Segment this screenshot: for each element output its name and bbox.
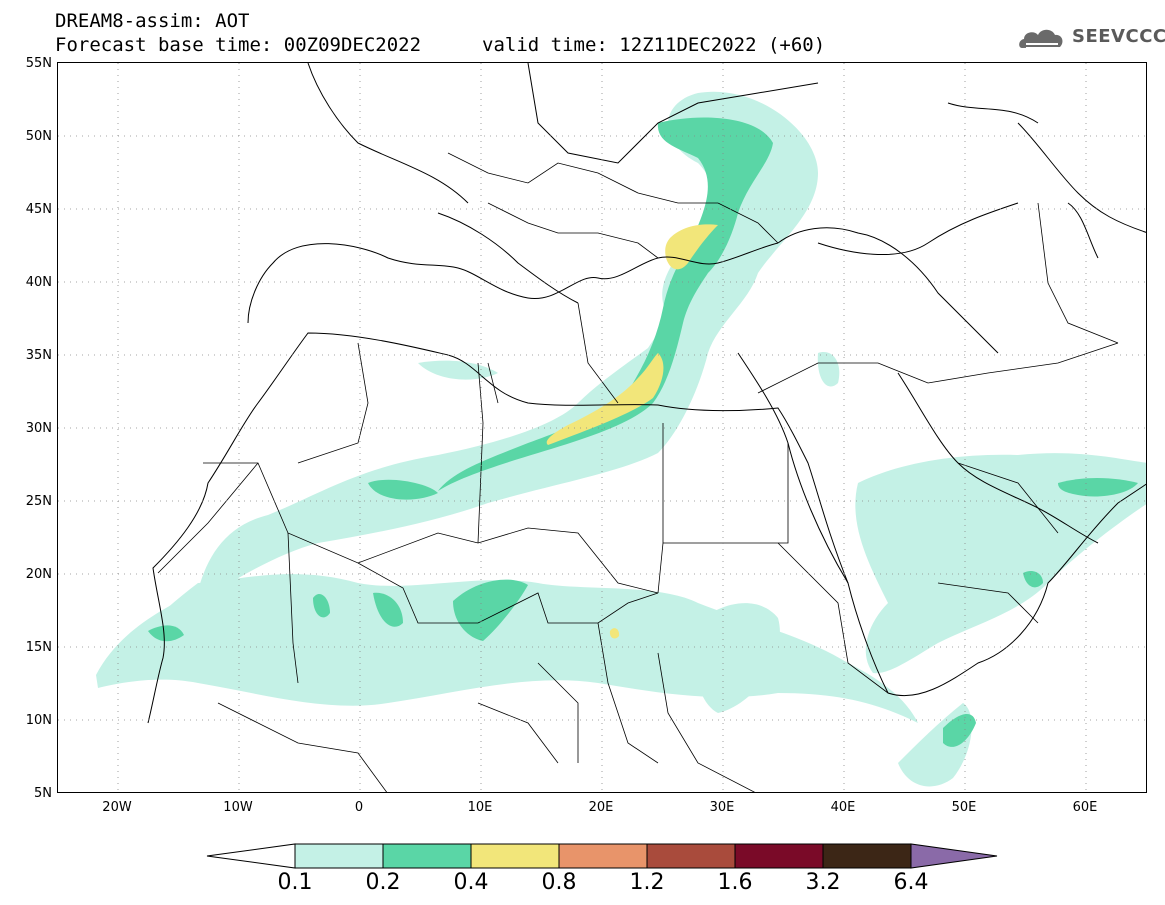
colorbar-label-0.2: 0.2 bbox=[365, 870, 401, 895]
lat-label-55n: 55N bbox=[25, 56, 52, 71]
colorbar-label-0.4: 0.4 bbox=[453, 870, 489, 895]
colorbar-over-arrow bbox=[910, 843, 998, 869]
colorbar-bin-3.2 bbox=[822, 843, 912, 869]
lat-label-40n: 40N bbox=[25, 275, 52, 290]
lon-label-50e: 50E bbox=[951, 800, 977, 815]
lat-label-35n: 35N bbox=[25, 348, 52, 363]
lat-label-45n: 45N bbox=[25, 202, 52, 217]
lat-label-10n: 10N bbox=[25, 713, 52, 728]
map-title: DREAM8-assim: AOT bbox=[55, 10, 250, 32]
aot-band-0.1 bbox=[96, 91, 1146, 787]
colorbar-under-arrow bbox=[206, 843, 296, 869]
colorbar-label-0.1: 0.1 bbox=[277, 870, 313, 895]
colorbar-bin-0.1 bbox=[294, 843, 384, 869]
lat-label-20n: 20N bbox=[25, 567, 52, 582]
colorbar-bin-1.2 bbox=[646, 843, 736, 869]
colorbar-bin-1.6 bbox=[734, 843, 824, 869]
colorbar-label-1.6: 1.6 bbox=[717, 870, 753, 895]
lat-label-5n: 5N bbox=[34, 786, 52, 801]
colorbar-label-6.4: 6.4 bbox=[893, 870, 929, 895]
cloud-logo-icon bbox=[1019, 29, 1063, 49]
colorbar-label-1.2: 1.2 bbox=[629, 870, 665, 895]
lon-label-10w: 10W bbox=[223, 800, 253, 815]
lon-label-10e: 10E bbox=[467, 800, 493, 815]
forecast-base-time: Forecast base time: 00Z09DEC2022 bbox=[55, 34, 422, 56]
lat-label-25n: 25N bbox=[25, 494, 52, 509]
colorbar-bin-0.8 bbox=[558, 843, 648, 869]
colorbar bbox=[206, 843, 998, 869]
lon-label-20w: 20W bbox=[102, 800, 132, 815]
lon-label-30e: 30E bbox=[709, 800, 735, 815]
colorbar-label-3.2: 3.2 bbox=[805, 870, 841, 895]
lat-label-15n: 15N bbox=[25, 640, 52, 655]
colorbar-bin-0.2 bbox=[382, 843, 472, 869]
aot-map bbox=[58, 63, 1146, 792]
map-panel bbox=[57, 62, 1147, 793]
lon-label-20e: 20E bbox=[588, 800, 614, 815]
country-borders bbox=[157, 152, 1119, 792]
lon-label-40e: 40E bbox=[830, 800, 856, 815]
logo-text: SEEVCCC bbox=[1072, 26, 1165, 47]
lat-label-50n: 50N bbox=[25, 129, 52, 144]
lon-label-60e: 60E bbox=[1072, 800, 1098, 815]
colorbar-label-0.8: 0.8 bbox=[541, 870, 577, 895]
valid-time: valid time: 12Z11DEC2022 (+60) bbox=[482, 34, 826, 56]
colorbar-bin-0.4 bbox=[470, 843, 560, 869]
lat-label-30n: 30N bbox=[25, 421, 52, 436]
lon-label-0: 0 bbox=[354, 800, 364, 815]
